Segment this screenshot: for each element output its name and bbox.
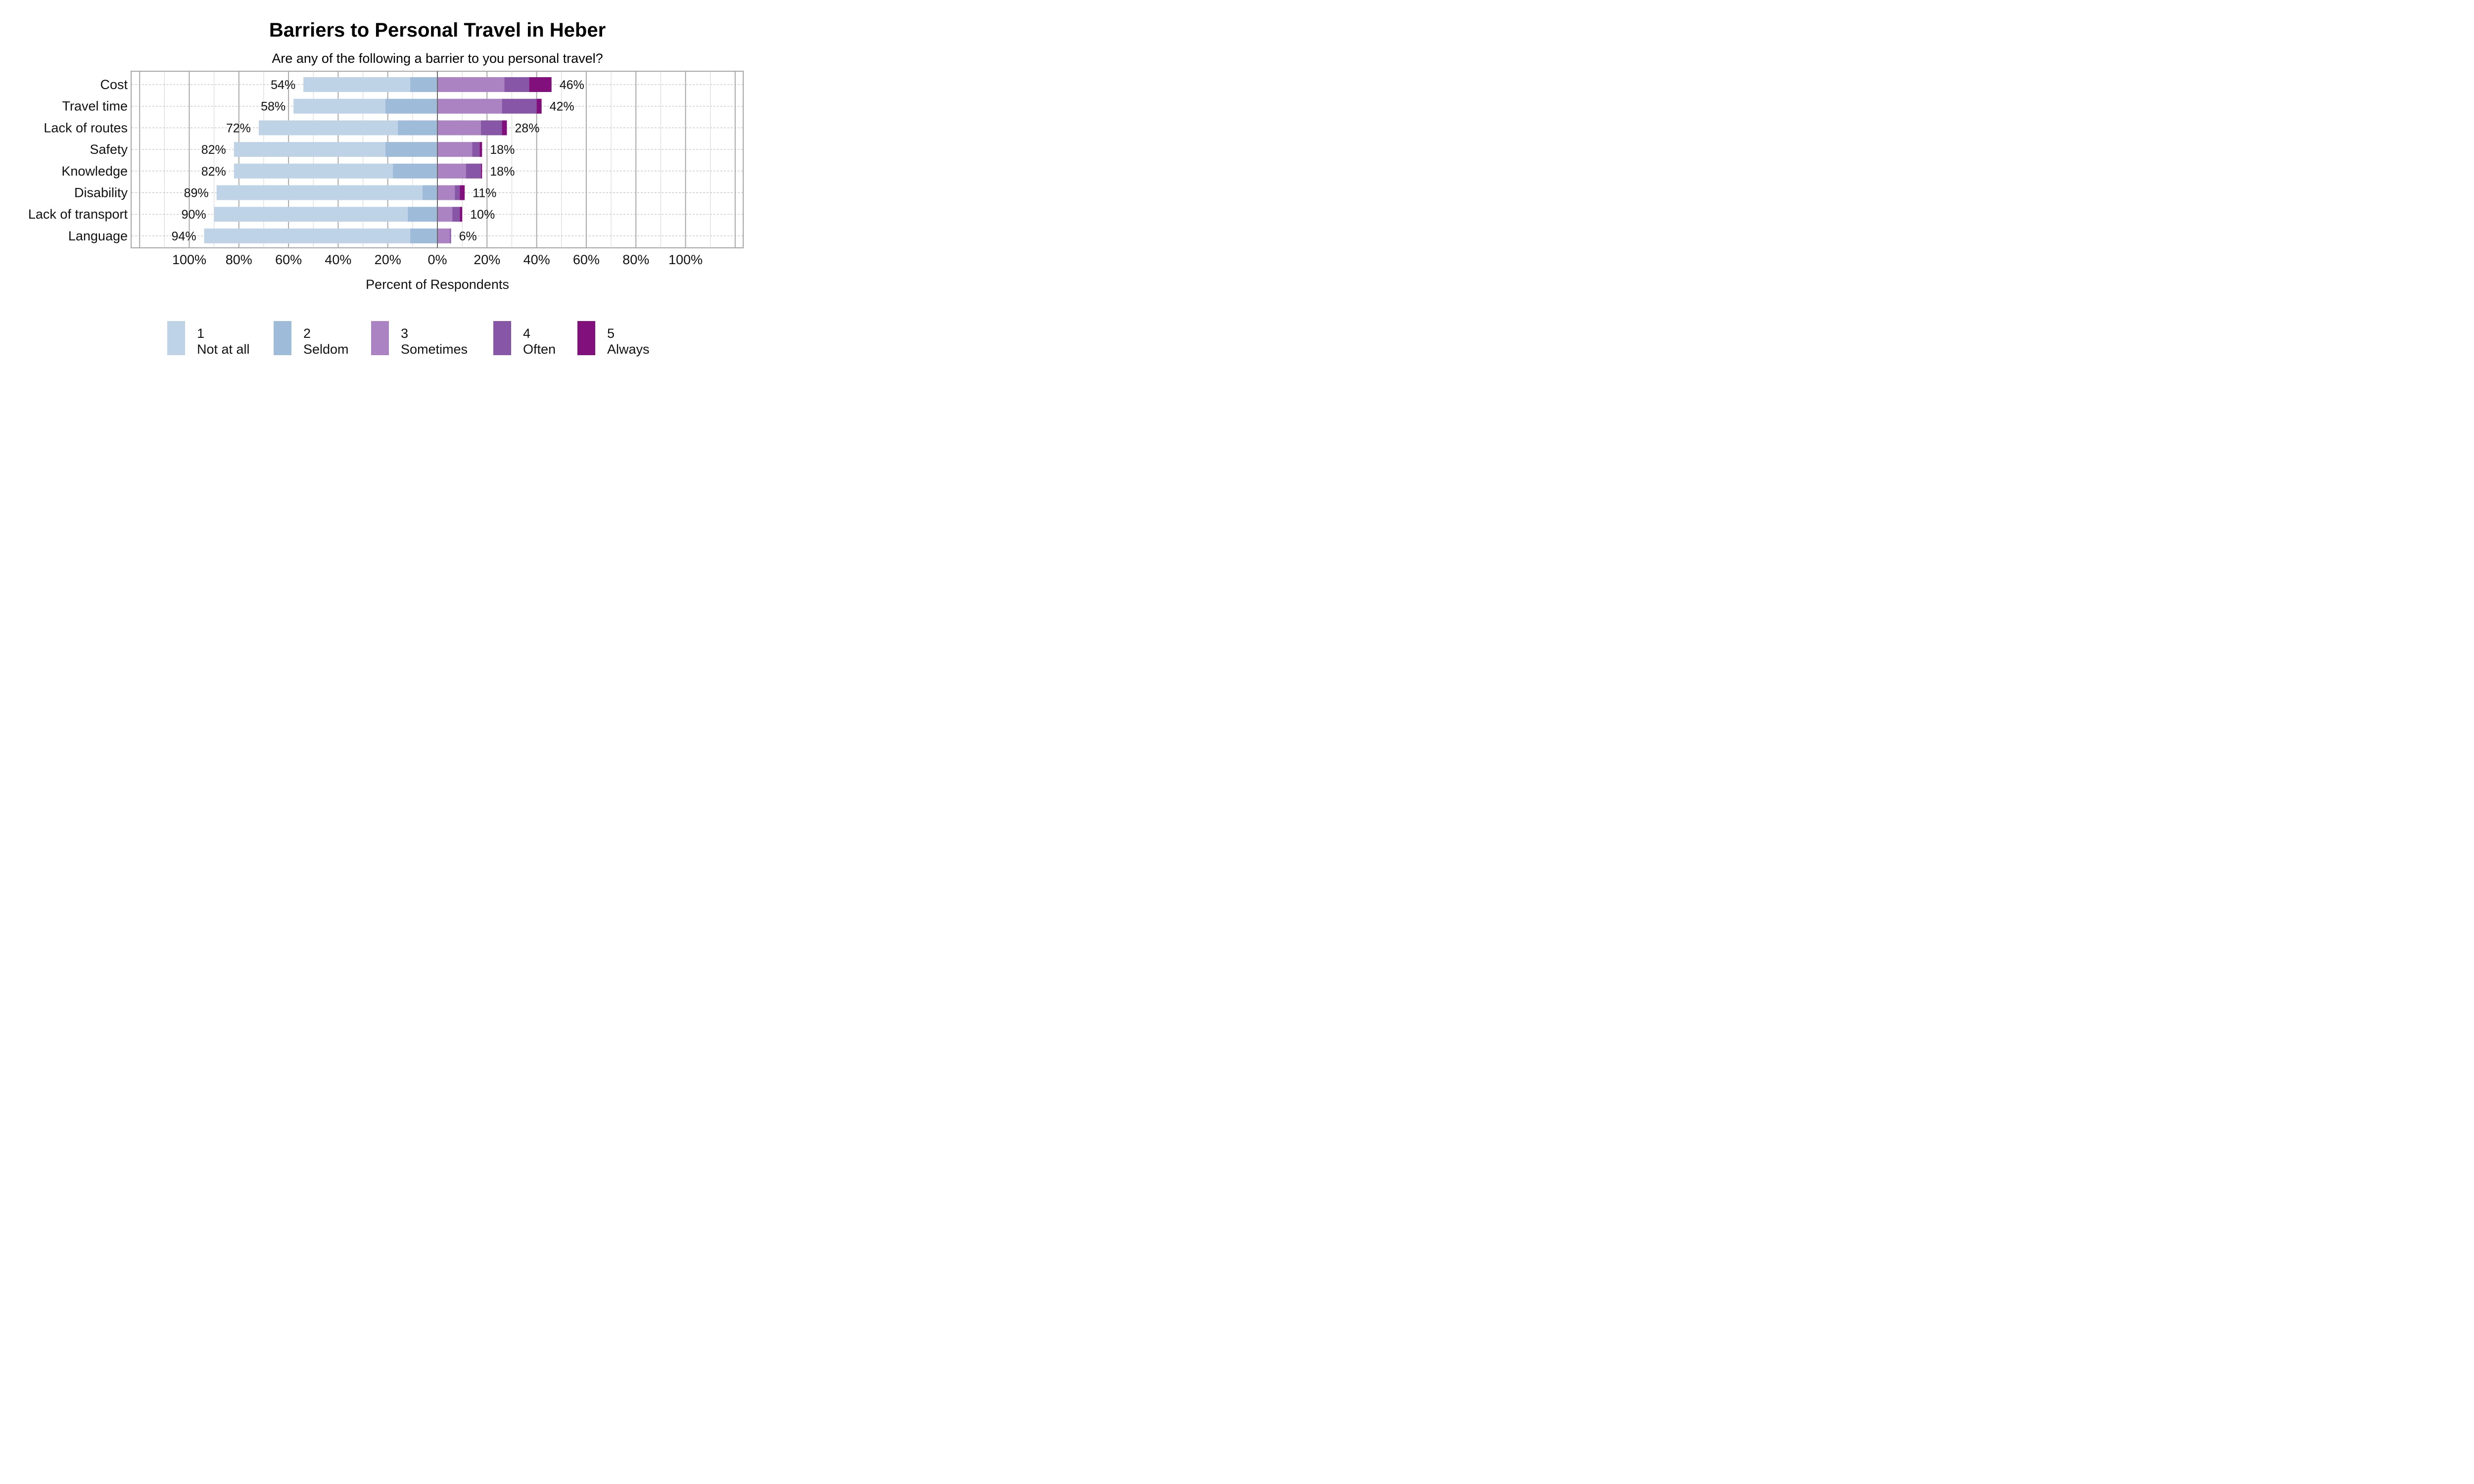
- bar-segment-2: [422, 185, 437, 200]
- bar-segment-1: [234, 142, 385, 157]
- legend-code: 3: [401, 326, 408, 341]
- bar-segment-3: [437, 98, 502, 114]
- x-tick-label: 60%: [573, 252, 600, 267]
- bar-segment-2: [397, 120, 437, 136]
- category-label: Travel time: [62, 99, 128, 114]
- positive-total-label: 6%: [459, 230, 477, 243]
- legend-label: Always: [607, 342, 650, 357]
- legend-swatch-1: [167, 321, 185, 355]
- percent-labels: 54% 46% 58% 42% 72% 28% 82% 18% 82% 18% 89% 11% 90% 1…: [172, 78, 584, 243]
- bar-segment-3: [437, 185, 455, 200]
- positive-total-label: 10%: [470, 208, 495, 222]
- x-tick-label: 40%: [325, 252, 351, 267]
- bar-segment-2: [407, 207, 437, 222]
- bar-segment-5: [502, 120, 507, 136]
- legend-swatch-4: [493, 321, 511, 355]
- bar-segment-3: [437, 77, 505, 92]
- negative-total-label: 82%: [201, 143, 226, 157]
- positive-total-label: 11%: [473, 186, 496, 200]
- bar-segment-4: [480, 120, 502, 136]
- x-tick-label: 20%: [375, 252, 401, 267]
- bar-segment-1: [293, 98, 385, 114]
- bar-segment-5: [479, 142, 482, 157]
- bar-segment-5: [529, 77, 552, 92]
- category-label: Lack of transport: [28, 207, 128, 222]
- bar-segment-1: [204, 228, 410, 243]
- chart-subtitle: Are any of the following a barrier to yo…: [272, 51, 603, 66]
- bar-segment-3: [437, 163, 466, 179]
- legend-swatch-5: [577, 321, 595, 355]
- bar-segment-5: [460, 185, 465, 200]
- bar-segment-4: [455, 185, 460, 200]
- bar-segment-4: [450, 228, 451, 243]
- category-label: Safety: [90, 142, 128, 157]
- legend-swatch-3: [371, 321, 389, 355]
- legend-label: Not at all: [197, 342, 250, 357]
- bar-segment-3: [437, 207, 453, 222]
- category-label: Disability: [74, 186, 128, 200]
- bar-segment-2: [385, 98, 437, 114]
- bar-segment-5: [460, 207, 463, 222]
- bar-segment-2: [410, 228, 437, 243]
- x-tick-label: 80%: [622, 252, 649, 267]
- positive-total-label: 18%: [490, 165, 515, 179]
- negative-total-label: 90%: [182, 208, 206, 222]
- bars: [204, 77, 552, 243]
- bar-segment-1: [258, 120, 398, 136]
- category-label: Knowledge: [61, 164, 128, 179]
- legend-code: 5: [607, 326, 615, 341]
- negative-total-label: 58%: [261, 100, 285, 114]
- bar-segment-3: [437, 120, 481, 136]
- chart-title: Barriers to Personal Travel in Heber: [269, 19, 606, 41]
- negative-total-label: 94%: [172, 230, 196, 243]
- legend-swatch-2: [274, 321, 291, 355]
- bar-segment-4: [502, 98, 537, 114]
- bar-segment-2: [410, 77, 437, 92]
- bar-segment-4: [466, 163, 481, 179]
- bar-segment-5: [536, 98, 542, 114]
- legend-code: 1: [197, 326, 204, 341]
- bar-segment-1: [303, 77, 410, 92]
- bar-segment-1: [216, 185, 423, 200]
- bar-segment-4: [472, 142, 480, 157]
- legend-label: Often: [523, 342, 556, 357]
- positive-total-label: 46%: [560, 78, 584, 92]
- legend-code: 2: [303, 326, 311, 341]
- x-tick-label: 100%: [172, 252, 206, 267]
- category-label: Cost: [100, 77, 128, 92]
- x-tick-label: 0%: [428, 252, 447, 267]
- negative-total-label: 82%: [201, 165, 226, 179]
- bar-segment-2: [385, 142, 437, 157]
- negative-total-label: 72%: [226, 121, 251, 135]
- x-tick-label: 20%: [474, 252, 500, 267]
- category-label: Language: [68, 229, 128, 243]
- legend-code: 4: [523, 326, 530, 341]
- bar-segment-1: [234, 163, 393, 179]
- bar-segment-5: [480, 163, 482, 179]
- negative-total-label: 54%: [271, 78, 295, 92]
- x-tick-label: 80%: [226, 252, 252, 267]
- x-tick-label: 40%: [523, 252, 550, 267]
- diverging-bar-chart: Barriers to Personal Travel in Heber Are…: [28, 19, 744, 357]
- category-labels: Cost Travel time Lack of routes Safety Knowl…: [28, 77, 128, 243]
- positive-total-label: 18%: [490, 143, 515, 157]
- bar-segment-1: [214, 207, 408, 222]
- bar-segment-4: [504, 77, 529, 92]
- x-axis-label: Percent of Respondents: [366, 277, 509, 292]
- bar-segment-4: [452, 207, 460, 222]
- negative-total-label: 89%: [184, 186, 209, 200]
- bar-segment-2: [392, 163, 437, 179]
- legend-label: Seldom: [303, 342, 349, 357]
- category-label: Lack of routes: [44, 120, 128, 135]
- legend-label: Sometimes: [401, 342, 468, 357]
- x-tick-label: 60%: [275, 252, 302, 267]
- bar-segment-3: [437, 228, 450, 243]
- x-axis-ticks: 100% 80% 60% 40% 20% 0% 20% 40% 60% 80% 100%: [172, 252, 703, 267]
- x-tick-label: 100%: [668, 252, 703, 267]
- positive-total-label: 28%: [515, 121, 539, 135]
- bar-segment-3: [437, 142, 473, 157]
- positive-total-label: 42%: [550, 100, 574, 114]
